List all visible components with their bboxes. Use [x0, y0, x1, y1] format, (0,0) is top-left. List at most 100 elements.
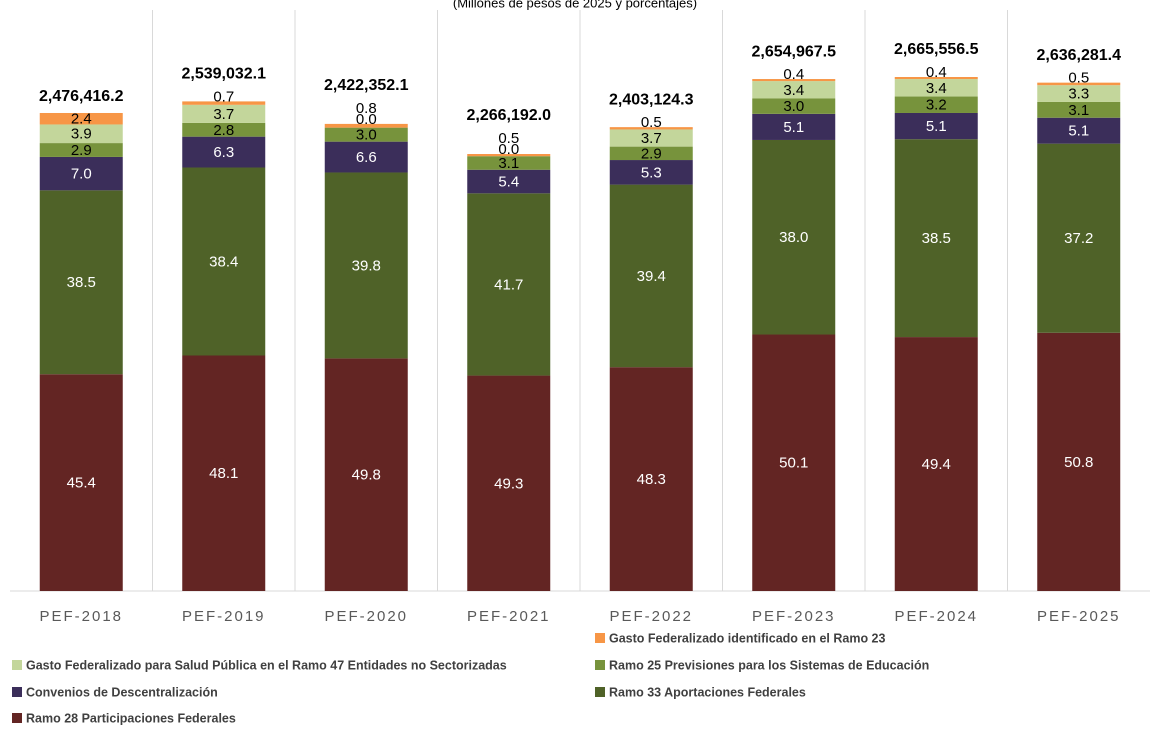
segment-label: 7.0	[71, 166, 92, 183]
bar-segment	[609, 127, 693, 130]
total-label: 2,422,352.1	[324, 77, 409, 94]
bar-segment	[324, 358, 408, 591]
segment-label: 0.8	[356, 100, 377, 117]
bar-segment	[894, 139, 978, 338]
segment-label: 3.3	[1068, 86, 1089, 103]
segment-label: 3.9	[71, 126, 92, 143]
segment-label: 38.5	[922, 230, 951, 247]
bar-segment	[182, 167, 266, 356]
bar-segment	[324, 123, 408, 128]
segment-label: 3.0	[783, 98, 804, 115]
bar-segment	[324, 172, 408, 359]
segment-label: 2.8	[213, 122, 234, 139]
legend-label: Ramo 33 Aportaciones Federales	[609, 685, 806, 699]
bar-segment	[1037, 117, 1121, 144]
total-label: 2,403,124.3	[609, 91, 694, 108]
bar-segment	[182, 136, 266, 168]
x-tick-label: PEF-2022	[609, 608, 693, 625]
legend-swatch	[12, 687, 22, 697]
segment-label: 2.4	[71, 111, 92, 128]
segment-label: 6.3	[213, 144, 234, 161]
segment-label: 3.4	[783, 82, 804, 99]
bar-segment	[609, 146, 693, 161]
bar-segment	[609, 367, 693, 591]
total-label: 2,636,281.4	[1036, 47, 1121, 64]
segment-label: 48.1	[209, 465, 238, 482]
segment-label: 38.4	[209, 253, 238, 270]
bar-segment	[182, 101, 266, 105]
bar-segment	[39, 143, 123, 157]
segment-label: 39.8	[352, 257, 381, 274]
segment-label: 3.1	[1068, 102, 1089, 119]
bar-segment	[1037, 143, 1121, 333]
bar-segment	[467, 193, 551, 376]
x-tick-label: PEF-2024	[894, 608, 978, 625]
x-tick-label: PEF-2020	[324, 608, 408, 625]
bar-segment	[894, 112, 978, 140]
segment-label: 45.4	[67, 475, 96, 492]
total-label: 2,665,556.5	[894, 41, 979, 58]
segment-label: 0.0	[498, 141, 519, 158]
segment-label: 3.1	[498, 155, 519, 172]
bar-segment	[1037, 82, 1121, 86]
bar-segment	[609, 184, 693, 368]
segment-label: 5.1	[926, 118, 947, 135]
x-tick-label: PEF-2019	[182, 608, 266, 625]
total-label: 2,654,967.5	[751, 43, 836, 60]
legend-swatch	[12, 713, 22, 723]
segment-label: 2.9	[71, 142, 92, 159]
segment-label: 0.5	[1068, 70, 1089, 87]
bar-segment	[39, 156, 123, 191]
bar-segment	[467, 156, 551, 170]
x-tick-label: PEF-2018	[39, 608, 123, 625]
bar-segment	[182, 355, 266, 591]
segment-label: 3.2	[926, 97, 947, 114]
segment-label: 6.6	[356, 149, 377, 166]
segment-label: 50.1	[779, 455, 808, 472]
bar-segment	[324, 127, 408, 142]
x-tick-label: PEF-2025	[1037, 608, 1121, 625]
segment-label: 0.0	[356, 111, 377, 128]
x-tick-label: PEF-2023	[752, 608, 836, 625]
bar-segment	[752, 98, 836, 114]
bar-segment	[1037, 85, 1121, 102]
segment-label: 3.7	[641, 130, 662, 147]
segment-label: 5.1	[783, 119, 804, 136]
bar-segment	[1037, 332, 1121, 591]
chart-subtitle: (Millones de pesos de 2025 y porcentajes…	[453, 0, 697, 10]
bar-segment	[182, 122, 266, 137]
legend-label: Gasto Federalizado para Salud Pública en…	[26, 658, 507, 672]
bar-segment	[894, 79, 978, 97]
segment-label: 0.4	[783, 66, 804, 83]
segment-label: 0.7	[213, 88, 234, 105]
segment-label: 49.4	[922, 456, 951, 473]
segment-label: 0.5	[641, 114, 662, 131]
segment-label: 0.5	[498, 130, 519, 147]
total-label: 2,476,416.2	[39, 88, 124, 105]
segment-label: 3.0	[356, 127, 377, 144]
total-label: 2,266,192.0	[466, 107, 551, 124]
bar-segment	[467, 154, 551, 157]
bar-segment	[467, 375, 551, 591]
legend-label: Ramo 28 Participaciones Federales	[26, 711, 236, 725]
bar-segment	[894, 96, 978, 113]
segment-label: 3.4	[926, 80, 947, 97]
segment-label: 49.8	[352, 467, 381, 484]
segment-label: 48.3	[637, 471, 666, 488]
bar-segment	[752, 334, 836, 591]
x-tick-label: PEF-2021	[467, 608, 551, 625]
legend-swatch	[595, 660, 605, 670]
bar-segment	[894, 337, 978, 591]
total-label: 2,539,032.1	[181, 66, 266, 83]
segment-label: 38.5	[67, 274, 96, 291]
bar-segment	[1037, 101, 1121, 118]
bar-segment	[752, 139, 836, 335]
bar-segment	[752, 81, 836, 99]
bar-segment	[39, 190, 123, 375]
legend-label: Gasto Federalizado identificado en el Ra…	[609, 631, 886, 645]
bar-segment	[467, 169, 551, 194]
legend-swatch	[595, 633, 605, 643]
bar-segment	[324, 141, 408, 173]
segment-label: 49.3	[494, 475, 523, 492]
